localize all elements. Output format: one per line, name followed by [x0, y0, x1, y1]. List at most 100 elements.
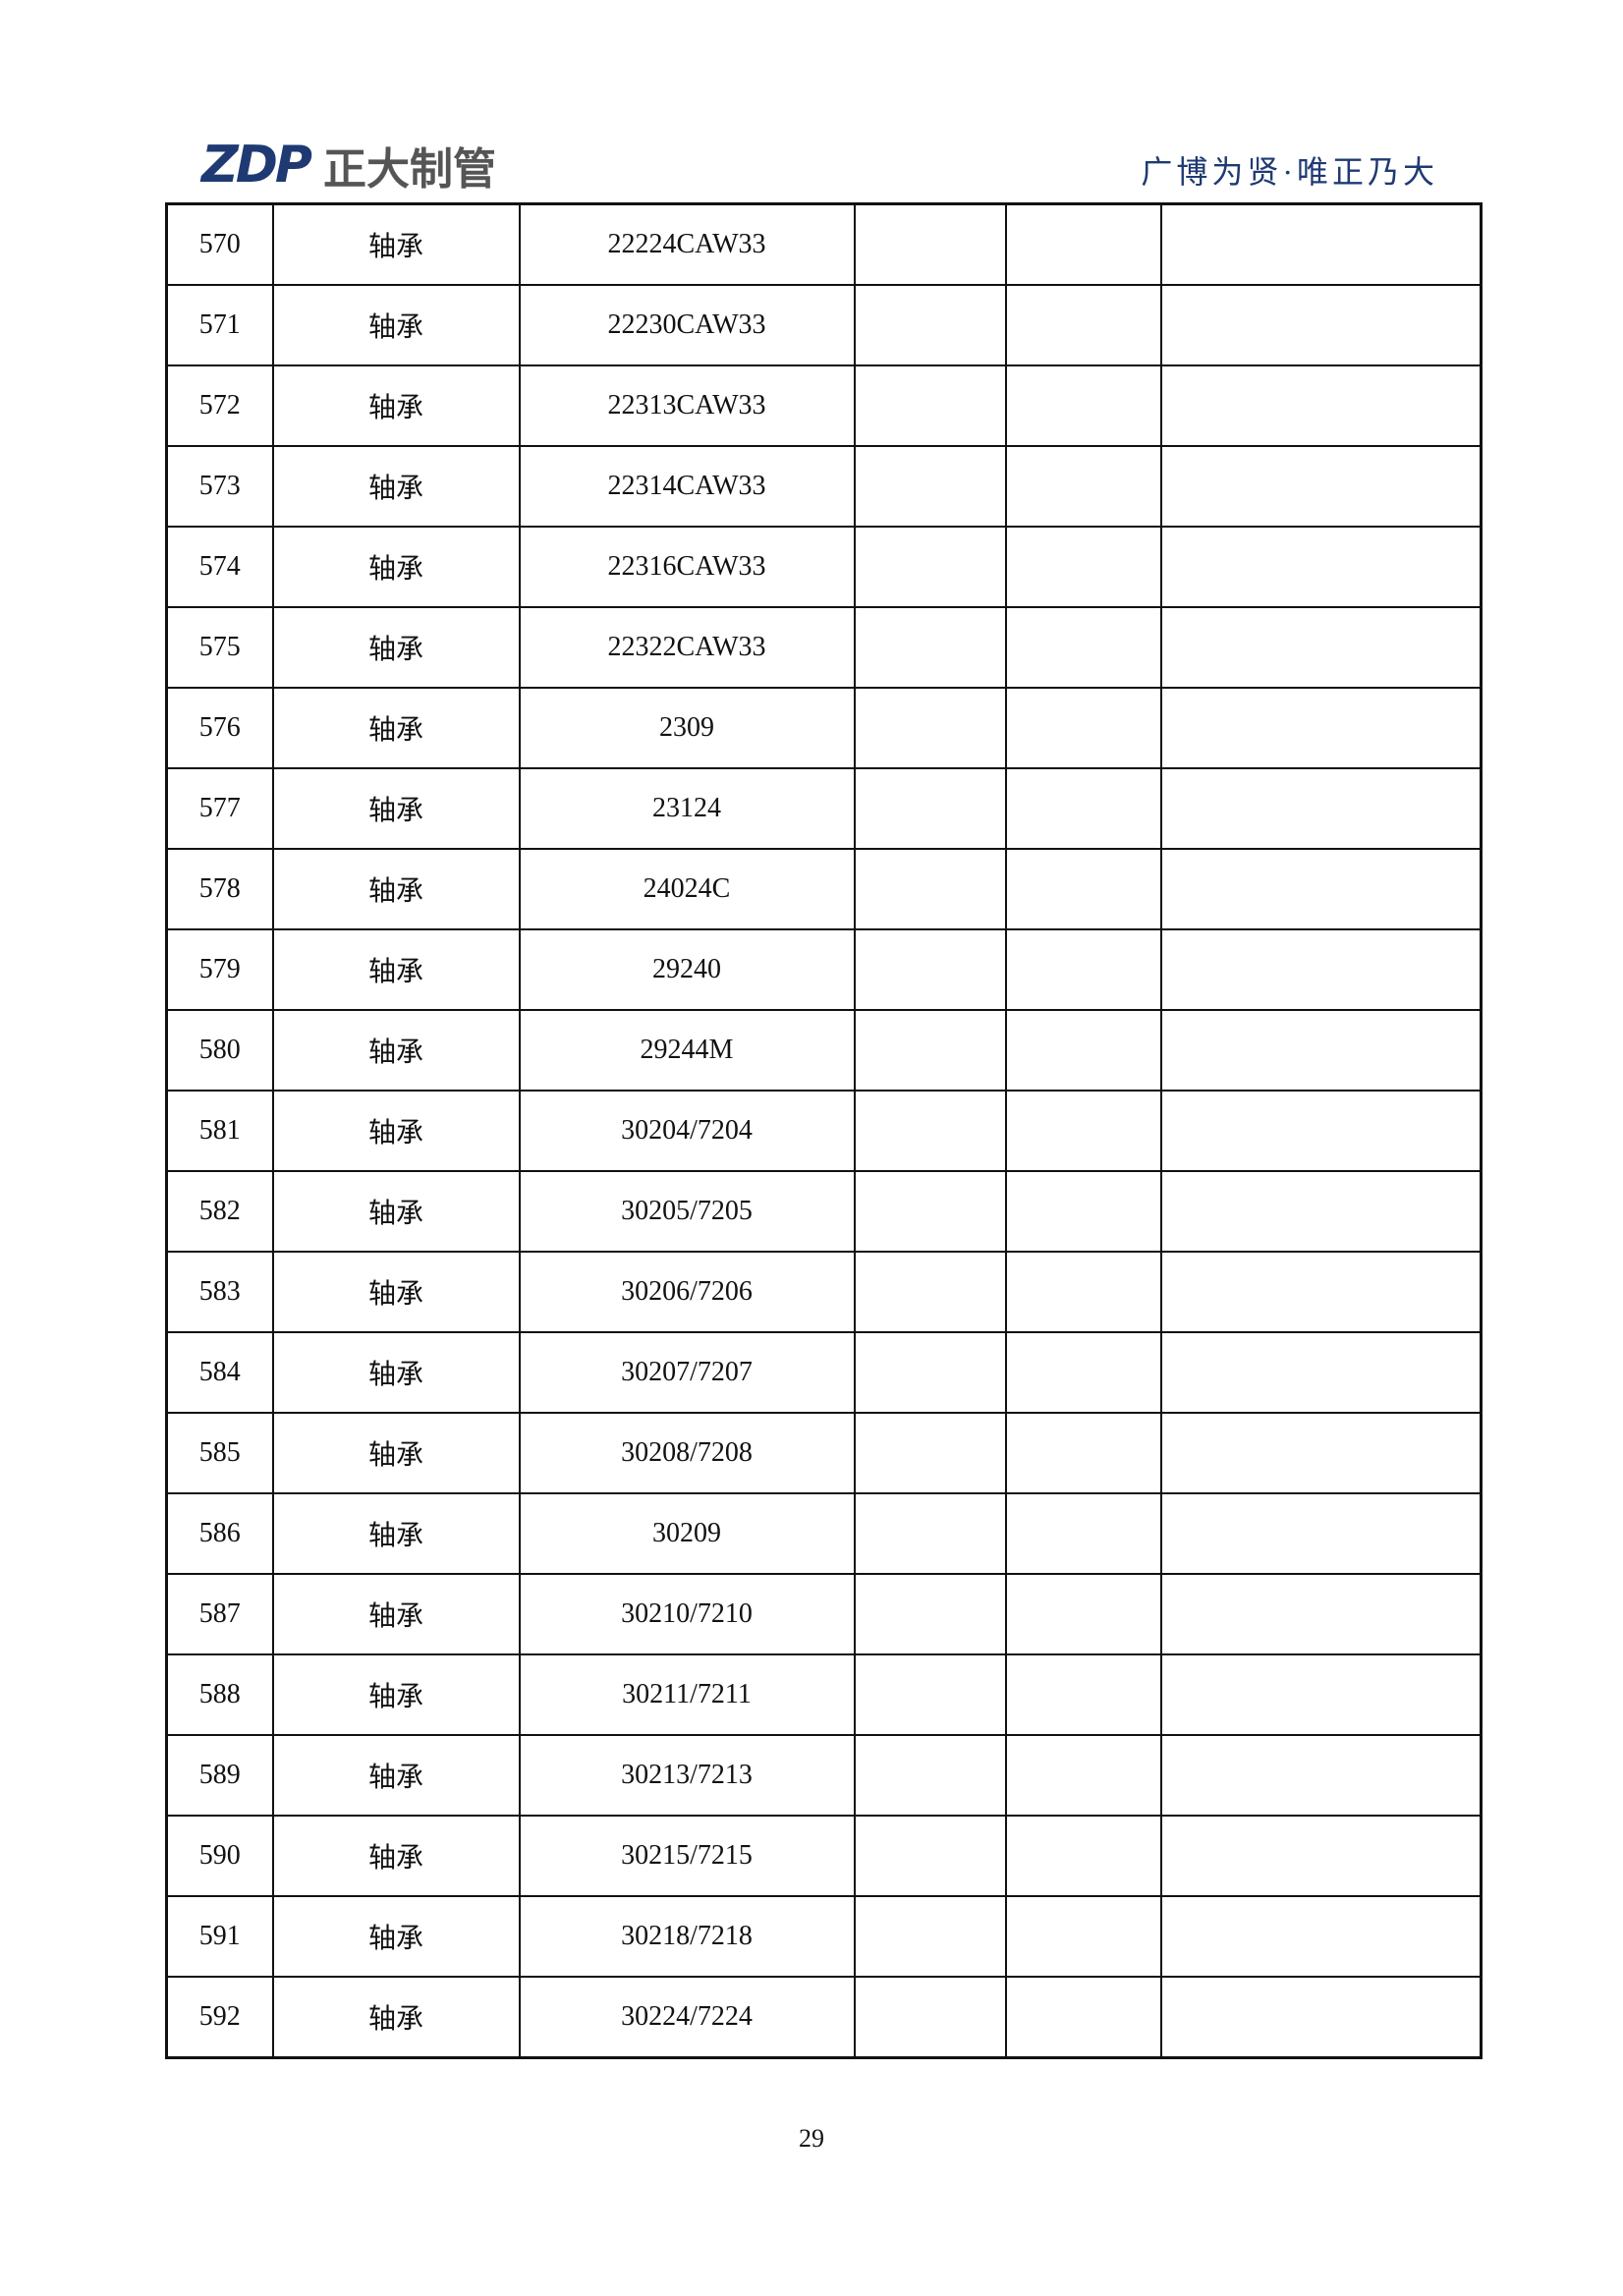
- table-row: 581 轴承 30204/7204: [165, 1090, 1483, 1172]
- empty-cell: [853, 687, 1007, 769]
- table-row: 586 轴承 30209: [165, 1492, 1483, 1575]
- empty-cell: [853, 202, 1007, 286]
- logo-text: 正大制管: [322, 144, 496, 195]
- empty-cell: [1004, 1976, 1162, 2059]
- empty-cell: [853, 364, 1007, 447]
- item-model: 22313CAW33: [518, 364, 856, 447]
- slogan: 广博为贤·唯正乃大: [1141, 154, 1438, 190]
- row-number: 578: [165, 848, 274, 930]
- table-row: 578 轴承 24024C: [165, 848, 1483, 930]
- table-row: 585 轴承 30208/7208: [165, 1412, 1483, 1494]
- empty-cell: [1004, 687, 1162, 769]
- item-model: 23124: [518, 767, 856, 850]
- empty-cell: [1004, 1734, 1162, 1817]
- item-name: 轴承: [271, 1170, 521, 1253]
- empty-cell: [1159, 284, 1483, 366]
- table-row: 580 轴承 29244M: [165, 1009, 1483, 1092]
- empty-cell: [1004, 1895, 1162, 1978]
- item-name: 轴承: [271, 1009, 521, 1092]
- empty-cell: [1159, 1251, 1483, 1333]
- empty-cell: [853, 1492, 1007, 1575]
- item-name: 轴承: [271, 445, 521, 528]
- empty-cell: [1159, 928, 1483, 1011]
- item-model: 30207/7207: [518, 1331, 856, 1414]
- item-name: 轴承: [271, 364, 521, 447]
- empty-cell: [1159, 202, 1483, 286]
- item-model: 30209: [518, 1492, 856, 1575]
- row-number: 583: [165, 1251, 274, 1333]
- item-model: 29240: [518, 928, 856, 1011]
- empty-cell: [1159, 1009, 1483, 1092]
- row-number: 586: [165, 1492, 274, 1575]
- row-number: 576: [165, 687, 274, 769]
- table-row: 591 轴承 30218/7218: [165, 1895, 1483, 1978]
- table-row: 577 轴承 23124: [165, 767, 1483, 850]
- item-name: 轴承: [271, 202, 521, 286]
- row-number: 573: [165, 445, 274, 528]
- empty-cell: [1159, 1492, 1483, 1575]
- item-name: 轴承: [271, 526, 521, 608]
- empty-cell: [853, 1009, 1007, 1092]
- table-row: 572 轴承 22313CAW33: [165, 364, 1483, 447]
- row-number: 574: [165, 526, 274, 608]
- empty-cell: [1004, 1412, 1162, 1494]
- empty-cell: [1159, 848, 1483, 930]
- empty-cell: [1004, 606, 1162, 689]
- item-name: 轴承: [271, 848, 521, 930]
- item-model: 30204/7204: [518, 1090, 856, 1172]
- table-row: 573 轴承 22314CAW33: [165, 445, 1483, 528]
- empty-cell: [853, 445, 1007, 528]
- row-number: 592: [165, 1976, 274, 2059]
- item-name: 轴承: [271, 687, 521, 769]
- item-model: 30215/7215: [518, 1815, 856, 1897]
- item-name: 轴承: [271, 767, 521, 850]
- item-name: 轴承: [271, 928, 521, 1011]
- table-row: 584 轴承 30207/7207: [165, 1331, 1483, 1414]
- item-model: 2309: [518, 687, 856, 769]
- table-row: 589 轴承 30213/7213: [165, 1734, 1483, 1817]
- item-model: 30213/7213: [518, 1734, 856, 1817]
- empty-cell: [853, 928, 1007, 1011]
- row-number: 590: [165, 1815, 274, 1897]
- item-name: 轴承: [271, 284, 521, 366]
- empty-cell: [1159, 1653, 1483, 1736]
- empty-cell: [853, 606, 1007, 689]
- item-model: 22230CAW33: [518, 284, 856, 366]
- empty-cell: [1159, 1090, 1483, 1172]
- item-name: 轴承: [271, 1331, 521, 1414]
- empty-cell: [853, 1734, 1007, 1817]
- item-name: 轴承: [271, 1976, 521, 2059]
- empty-cell: [1159, 1815, 1483, 1897]
- empty-cell: [1004, 1492, 1162, 1575]
- empty-cell: [1159, 526, 1483, 608]
- page-number: 29: [799, 2124, 824, 2153]
- row-number: 587: [165, 1573, 274, 1655]
- empty-cell: [1004, 202, 1162, 286]
- table-row: 574 轴承 22316CAW33: [165, 526, 1483, 608]
- row-number: 577: [165, 767, 274, 850]
- empty-cell: [853, 1895, 1007, 1978]
- row-number: 571: [165, 284, 274, 366]
- item-model: 30211/7211: [518, 1653, 856, 1736]
- empty-cell: [1004, 1170, 1162, 1253]
- empty-cell: [1159, 364, 1483, 447]
- empty-cell: [1004, 445, 1162, 528]
- table-row: 592 轴承 30224/7224: [165, 1976, 1483, 2059]
- empty-cell: [1159, 1331, 1483, 1414]
- item-model: 22322CAW33: [518, 606, 856, 689]
- parts-table: 570 轴承 22224CAW33 571 轴承 22230CAW33 572 轴承 22313…: [165, 202, 1483, 2059]
- logo-mark: ZDP: [201, 136, 312, 195]
- row-number: 582: [165, 1170, 274, 1253]
- item-name: 轴承: [271, 1412, 521, 1494]
- item-model: 30206/7206: [518, 1251, 856, 1333]
- empty-cell: [853, 1331, 1007, 1414]
- row-number: 579: [165, 928, 274, 1011]
- table-row: 583 轴承 30206/7206: [165, 1251, 1483, 1333]
- empty-cell: [1004, 1251, 1162, 1333]
- empty-cell: [1004, 526, 1162, 608]
- empty-cell: [1004, 767, 1162, 850]
- row-number: 575: [165, 606, 274, 689]
- item-name: 轴承: [271, 606, 521, 689]
- row-number: 581: [165, 1090, 274, 1172]
- table-row: 590 轴承 30215/7215: [165, 1815, 1483, 1897]
